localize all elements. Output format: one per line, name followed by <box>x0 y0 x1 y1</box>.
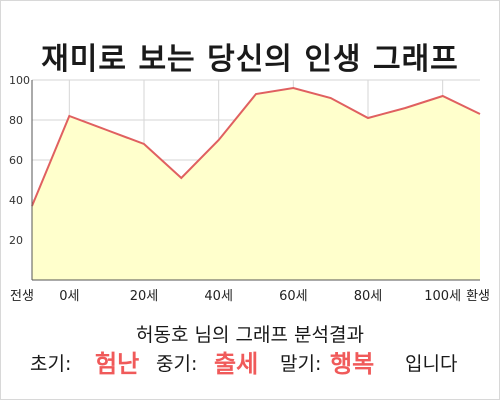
y-tick-labels: 20 40 60 80 100 <box>9 74 30 247</box>
life-area-fill <box>32 88 480 280</box>
early-label: 초기: <box>30 353 72 375</box>
x-tick-label: 100세 <box>424 289 461 304</box>
x-tick-label: 60세 <box>279 289 308 304</box>
x-tick-label: 환생 <box>466 289 490 304</box>
result-suffix: 입니다 <box>405 353 458 375</box>
page-title: 재미로 보는 당신의 인생 그래프 <box>41 42 459 77</box>
late-label: 말기: <box>280 353 322 375</box>
x-tick-label: 20세 <box>130 289 159 304</box>
y-tick-label: 80 <box>9 114 23 127</box>
x-tick-labels: 전생 0세 20세 40세 60세 80세 100세 환생 <box>10 289 490 304</box>
result-title: 허동호 님의 그래프 분석결과 <box>136 324 364 346</box>
result-summary: 초기: 험난 중기: 출세 말기: 행복 입니다 <box>0 347 500 381</box>
x-tick-label: 80세 <box>354 289 383 304</box>
middle-value: 출세 <box>214 350 259 378</box>
late-value: 행복 <box>330 350 375 378</box>
x-tick-label: 0세 <box>59 289 79 304</box>
middle-label: 중기: <box>156 353 198 375</box>
y-tick-label: 40 <box>9 194 23 207</box>
y-tick-label: 60 <box>9 154 23 167</box>
x-tick-label: 40세 <box>204 289 233 304</box>
life-line <box>31 86 481 207</box>
y-tick-label: 20 <box>9 234 23 247</box>
x-tick-label: 전생 <box>10 289 34 304</box>
y-tick-label: 100 <box>9 74 30 87</box>
early-value: 험난 <box>95 350 140 378</box>
